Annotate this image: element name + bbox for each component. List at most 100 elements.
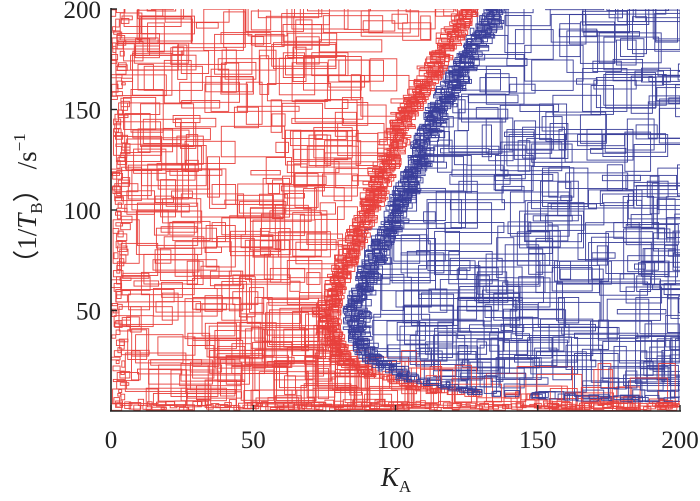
red-box xyxy=(429,366,443,393)
red-box xyxy=(142,118,182,144)
blue-box xyxy=(355,276,364,282)
red-box xyxy=(141,145,207,187)
red-box xyxy=(306,370,336,398)
blue-box xyxy=(453,130,468,166)
red-box xyxy=(259,55,270,95)
red-box xyxy=(120,18,130,24)
x-tick-label: 100 xyxy=(377,427,415,454)
red-box xyxy=(456,36,466,41)
red-box xyxy=(203,9,244,51)
red-box xyxy=(347,402,356,410)
red-box xyxy=(250,36,265,46)
blue-box xyxy=(674,338,680,377)
red-box xyxy=(262,329,275,357)
red-box xyxy=(440,45,455,52)
red-box xyxy=(270,99,283,133)
red-box xyxy=(140,15,195,35)
blue-box xyxy=(433,334,499,378)
red-box xyxy=(224,402,232,408)
blue-box xyxy=(659,280,680,290)
blue-box xyxy=(565,172,629,189)
blue-box xyxy=(485,253,546,293)
red-box xyxy=(120,393,126,401)
red-box xyxy=(124,401,132,409)
red-box xyxy=(464,9,471,10)
red-box xyxy=(112,26,117,32)
blue-box xyxy=(469,27,475,35)
blue-box xyxy=(528,222,553,254)
red-box xyxy=(195,22,219,29)
red-box xyxy=(334,259,347,267)
red-box xyxy=(306,402,320,410)
red-box xyxy=(552,404,559,410)
red-box xyxy=(460,19,471,23)
red-box xyxy=(355,132,379,166)
blue-box xyxy=(509,191,570,237)
blue-box xyxy=(670,284,680,319)
red-box xyxy=(442,53,449,57)
blue-box xyxy=(485,9,499,12)
blue-box xyxy=(606,9,670,11)
red-box xyxy=(115,320,123,325)
red-box xyxy=(391,13,408,24)
blue-box xyxy=(522,126,565,159)
red-box xyxy=(259,193,288,206)
red-box xyxy=(124,143,189,170)
blue-box xyxy=(392,225,401,229)
red-box xyxy=(405,9,455,13)
blue-box xyxy=(664,244,679,278)
red-box xyxy=(360,10,420,37)
blue-box xyxy=(433,121,448,128)
blue-box xyxy=(556,260,612,285)
red-box xyxy=(186,391,243,399)
red-box xyxy=(120,151,128,158)
blue-box xyxy=(579,21,615,64)
red-box xyxy=(126,190,155,215)
blue-box xyxy=(541,172,559,197)
blue-box xyxy=(554,260,610,282)
red-box xyxy=(119,371,131,379)
red-box xyxy=(112,228,120,234)
blue-box xyxy=(514,29,554,60)
blue-box xyxy=(655,9,680,42)
blue-box xyxy=(492,9,498,10)
red-box xyxy=(269,407,278,410)
red-box xyxy=(435,49,443,54)
red-box xyxy=(611,400,620,408)
blue-box xyxy=(459,297,514,333)
blue-box xyxy=(437,321,454,358)
red-box xyxy=(135,334,184,364)
blue-box xyxy=(493,174,523,191)
red-box xyxy=(670,404,680,407)
red-box xyxy=(146,9,177,12)
blue-box xyxy=(417,127,424,131)
blue-box xyxy=(586,128,634,161)
red-box xyxy=(115,241,127,249)
blue-box xyxy=(460,361,483,381)
red-box xyxy=(267,360,292,368)
blue-box xyxy=(501,185,525,204)
red-box xyxy=(474,405,484,410)
red-box xyxy=(295,241,339,265)
red-box xyxy=(184,140,236,164)
blue-box xyxy=(606,298,650,339)
red-box xyxy=(170,47,227,65)
red-box xyxy=(119,248,129,256)
red-box xyxy=(111,334,117,339)
red-box xyxy=(121,15,133,21)
blue-box xyxy=(687,407,695,409)
blue-box xyxy=(457,351,477,360)
red-box xyxy=(113,118,122,126)
blue-box xyxy=(373,313,431,352)
red-box xyxy=(120,223,131,231)
red-box xyxy=(206,404,214,410)
blue-box xyxy=(485,9,492,10)
blue-box xyxy=(396,321,426,341)
red-box xyxy=(332,317,339,325)
y-axis-label: （1/TB） /s−1 xyxy=(10,133,46,277)
red-box xyxy=(294,9,323,18)
y-axis-label-open: （1/ xyxy=(12,228,42,276)
red-box xyxy=(299,9,330,26)
blue-box xyxy=(625,174,678,191)
red-box xyxy=(254,297,273,342)
